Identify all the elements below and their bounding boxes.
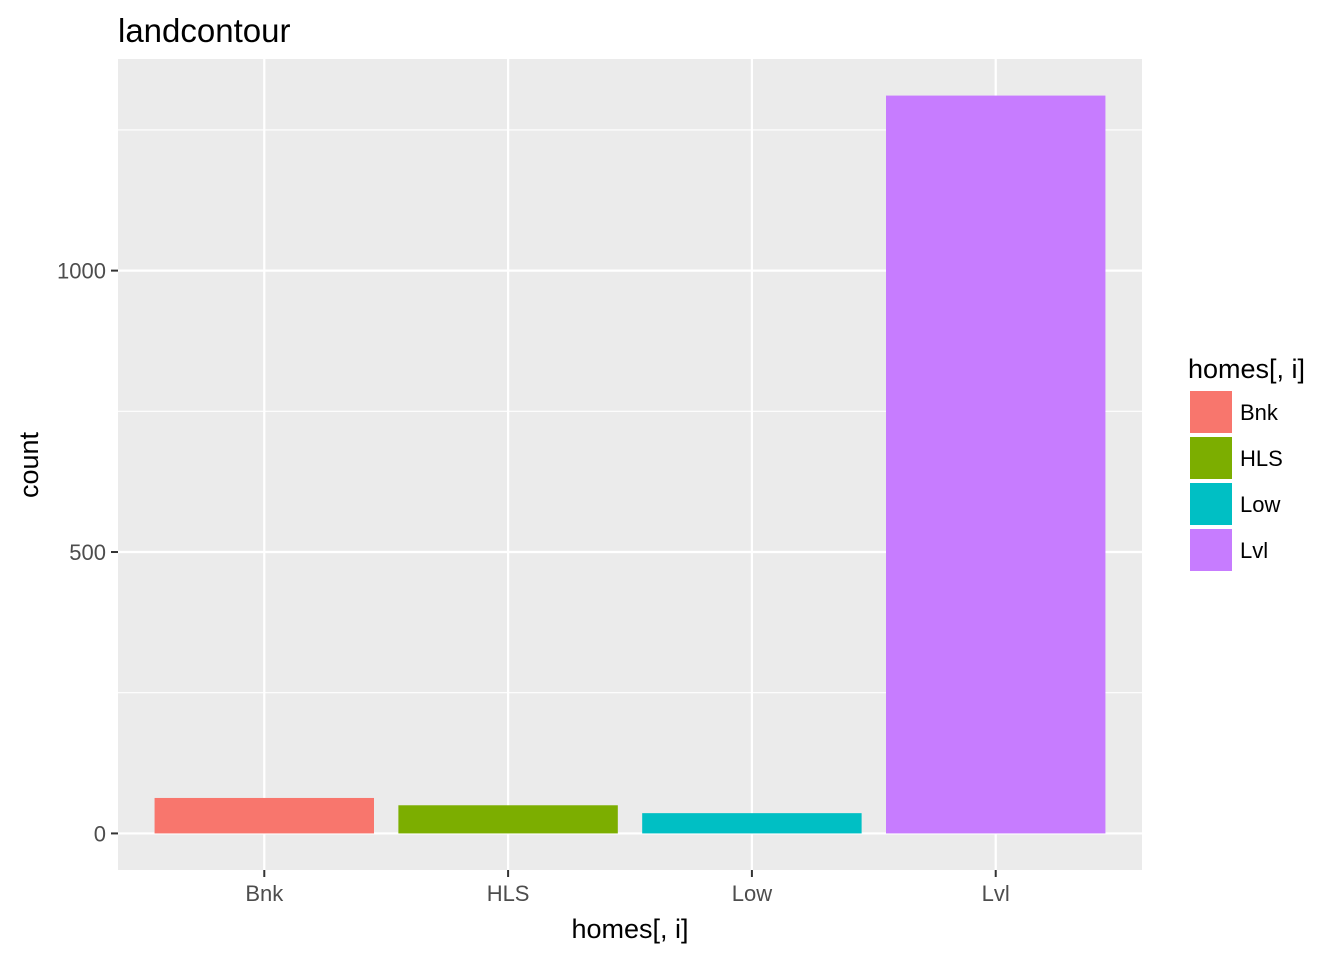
x-tick-label: HLS [487, 881, 530, 906]
bar-bnk [154, 797, 374, 834]
legend-title: homes[, i] [1188, 354, 1305, 384]
legend-label: Lvl [1240, 538, 1268, 563]
bar-hls [398, 805, 618, 834]
legend-key-hls [1190, 437, 1232, 479]
y-tick-label: 0 [94, 821, 106, 846]
x-tick-label: Lvl [982, 881, 1010, 906]
x-tick-label: Low [732, 881, 772, 906]
y-tick-label: 1000 [57, 259, 106, 284]
bar-lvl [886, 95, 1106, 834]
bar-low [642, 813, 862, 834]
chart-title: landcontour [118, 12, 290, 49]
y-tick-label: 500 [69, 540, 106, 565]
x-tick-label: Bnk [245, 881, 284, 906]
y-axis: 0 500 1000 [57, 259, 118, 846]
y-axis-title: count [14, 431, 44, 498]
legend: homes[, i] Bnk HLS Low Lvl [1188, 354, 1305, 571]
legend-key-lvl [1190, 529, 1232, 571]
bars [154, 95, 1106, 834]
legend-label: Bnk [1240, 400, 1279, 425]
legend-label: HLS [1240, 446, 1283, 471]
legend-label: Low [1240, 492, 1280, 517]
legend-key-low [1190, 483, 1232, 525]
x-axis-title: homes[, i] [571, 914, 688, 944]
x-axis: Bnk HLS Low Lvl [245, 870, 1010, 906]
legend-key-bnk [1190, 391, 1232, 433]
